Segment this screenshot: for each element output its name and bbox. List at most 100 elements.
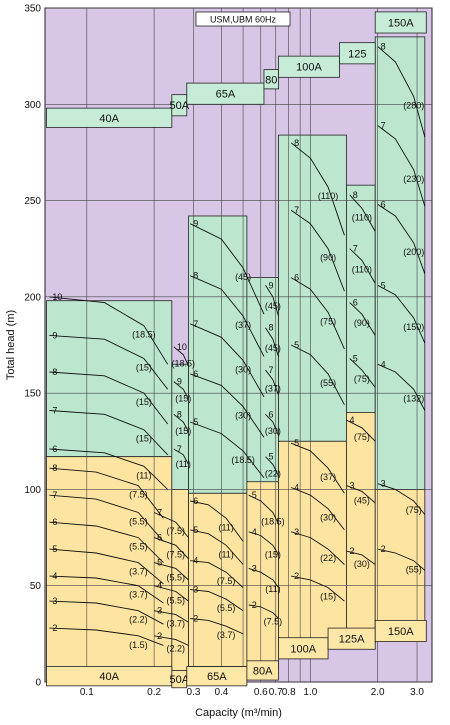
title-box <box>195 11 291 27</box>
stage-label: 5 <box>381 280 386 290</box>
stage-curve-22 <box>190 223 265 315</box>
stage-label: 3 <box>157 606 162 616</box>
stage-curve-32 <box>265 285 279 317</box>
y-tick-label: 0 <box>35 678 41 689</box>
motor-power-label: (22) <box>320 553 336 563</box>
stage-label: 3 <box>52 596 57 606</box>
stage-label: 6 <box>157 533 162 543</box>
stage-curve-7 <box>49 521 164 563</box>
x-tick-label: 0.7 <box>269 687 283 698</box>
stage-curve-45 <box>290 442 345 494</box>
stage-curve-10 <box>49 600 164 625</box>
stage-label: 5 <box>193 417 198 427</box>
stage-curve-54 <box>346 485 376 504</box>
stage-label: 4 <box>52 571 57 581</box>
motor-power-label: (11) <box>265 584 280 594</box>
stage-curve-1 <box>49 334 169 390</box>
motor-power-label: (30) <box>235 364 251 374</box>
stage-curve-19 <box>153 585 189 602</box>
stage-curve-48 <box>291 575 345 602</box>
stage-label: 2 <box>52 623 57 633</box>
stage-curve-18 <box>153 562 189 581</box>
motor-power-label: (75) <box>406 505 422 515</box>
motor-power-label: (45) <box>265 343 281 353</box>
motor-power-label: (7.5) <box>129 490 148 500</box>
motor-power-label: (7.5) <box>264 617 283 627</box>
stage-label: 4 <box>294 483 299 493</box>
stage-curve-59 <box>377 284 426 344</box>
stage-curve-17 <box>153 537 189 560</box>
stage-label: 4 <box>252 527 257 537</box>
stage-label: 6 <box>193 496 198 506</box>
stage-curve-16 <box>153 512 189 538</box>
stage-label: 4 <box>381 359 386 369</box>
bore-size-label: 65A <box>216 89 236 101</box>
stage-curve-31 <box>190 618 244 635</box>
motor-power-label: (37) <box>265 384 281 394</box>
stage-label: 8 <box>193 271 198 281</box>
motor-power-label: (37) <box>235 320 251 330</box>
motor-power-label: (2.2) <box>167 644 186 654</box>
stage-label: 4 <box>349 415 354 425</box>
motor-power-label: (90) <box>320 253 336 263</box>
motor-power-label: (11) <box>218 522 233 532</box>
stage-curve-30 <box>190 589 244 612</box>
stage-label: 9 <box>52 330 57 340</box>
y-tick-label: 250 <box>24 196 41 207</box>
motor-power-label: (3.7) <box>217 630 236 640</box>
motor-power-label: (11) <box>136 470 151 480</box>
stage-curve-33 <box>265 327 279 357</box>
motor-power-label: (30) <box>265 426 281 436</box>
stage-curve-21 <box>154 635 189 646</box>
bore-size-label: 150A <box>388 17 414 29</box>
bore-size-label: 125 <box>348 48 366 60</box>
motor-power-label: (15) <box>320 592 336 602</box>
stage-label: 5 <box>294 438 299 448</box>
stage-label: 8 <box>52 463 57 473</box>
stage-label: 2 <box>193 613 198 623</box>
bore-box <box>186 82 265 105</box>
motor-power-label: (132) <box>403 393 424 403</box>
motor-power-label: (75) <box>354 374 370 384</box>
motor-power-label: (200) <box>403 247 424 257</box>
motor-power-label: (1.5) <box>129 640 148 650</box>
motor-power-label: (15) <box>265 549 281 559</box>
stage-label: 6 <box>269 409 274 419</box>
stage-curve-36 <box>265 456 279 477</box>
stage-curve-12 <box>173 346 189 367</box>
motor-power-label: (11) <box>218 549 233 559</box>
stage-label: 8 <box>52 367 57 377</box>
bore-box <box>263 69 279 90</box>
motor-power-label: (15) <box>136 434 152 444</box>
stage-curve-2 <box>49 371 169 425</box>
stage-curve-55 <box>346 550 376 565</box>
stage-curve-57 <box>377 125 426 207</box>
stage-label: 8 <box>381 42 386 52</box>
stage-label: 2 <box>349 546 354 556</box>
stage-curve-39 <box>248 567 279 588</box>
stage-label: 2 <box>294 571 299 581</box>
motor-power-label: (15) <box>175 393 191 403</box>
motor-power-label: (7.5) <box>217 576 236 586</box>
bore-size-label: 100A <box>296 62 322 74</box>
stage-curve-26 <box>190 421 265 479</box>
bore-size-label: 50A <box>170 100 190 112</box>
stage-label: 5 <box>269 452 274 462</box>
stage-curve-56 <box>377 46 426 138</box>
stage-label: 9 <box>177 377 182 387</box>
motor-power-label: (5.5) <box>129 542 148 552</box>
x-tick-label: 0.2 <box>147 687 161 698</box>
x-axis-label: Capacity (m³/min) <box>195 707 282 719</box>
bore-box <box>46 107 173 128</box>
stage-curve-44 <box>290 344 345 405</box>
motor-power-label: (90) <box>354 318 370 328</box>
stage-curve-6 <box>49 494 164 542</box>
bore-size-label: 100A <box>290 643 316 655</box>
motor-power-label: (11) <box>176 459 191 469</box>
stage-curve-60 <box>377 363 426 411</box>
bore-box <box>246 660 279 681</box>
stage-label: 3 <box>193 585 198 595</box>
stage-label: 9 <box>269 280 274 290</box>
stage-label: 10 <box>52 292 62 302</box>
